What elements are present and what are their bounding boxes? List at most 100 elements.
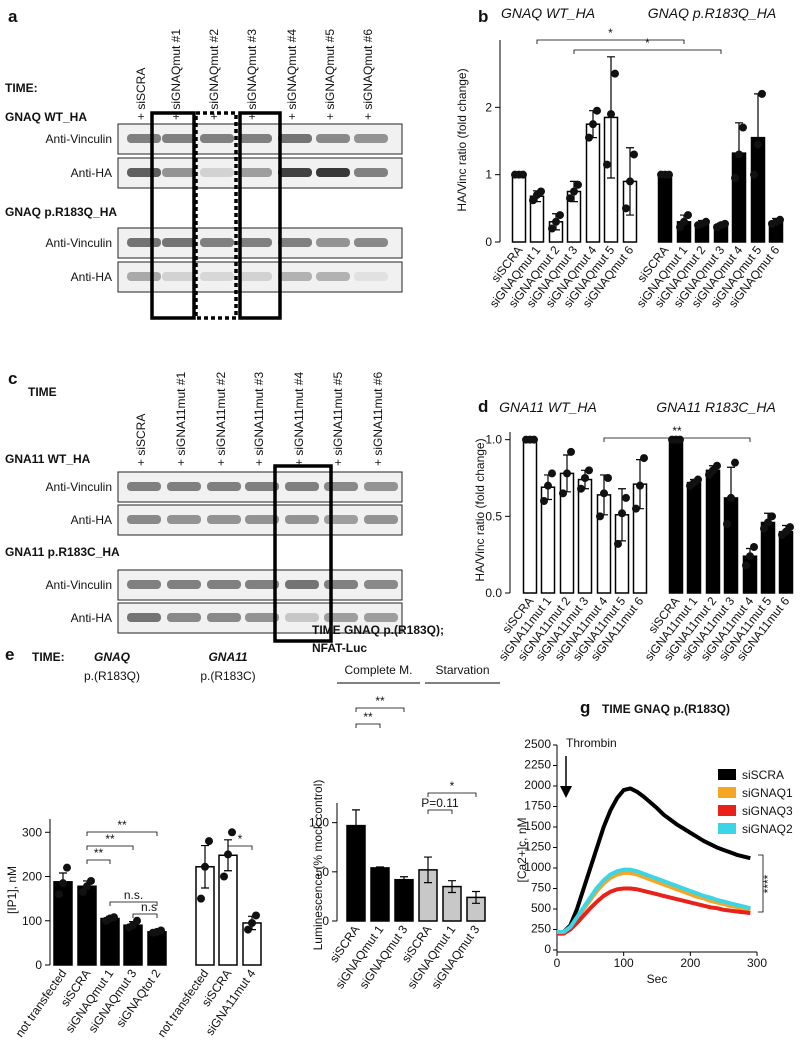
y-axis-label: HA/Vinc ratio (fold change) — [473, 438, 487, 581]
blot-band — [162, 168, 196, 177]
legend-label: siGNAQ3 — [742, 804, 793, 818]
antibody-label: Anti-HA — [71, 611, 112, 625]
blot-band — [200, 134, 234, 143]
y-tick-label: 1.0 — [485, 433, 502, 447]
data-point — [537, 187, 545, 196]
antibody-label: Anti-HA — [71, 513, 112, 527]
significance-bracket — [603, 437, 751, 442]
data-point — [694, 475, 702, 484]
bar — [577, 478, 593, 594]
blot-band — [364, 613, 398, 622]
blot-band — [162, 134, 196, 143]
data-point — [636, 481, 644, 490]
data-point — [593, 106, 601, 115]
data-point — [731, 458, 739, 467]
blot-band — [127, 482, 161, 491]
blot-band — [127, 134, 161, 143]
data-point — [530, 435, 538, 444]
data-point — [727, 493, 735, 502]
group-label: Starvation — [435, 663, 489, 677]
blot-band — [238, 168, 272, 177]
blot-band — [364, 580, 398, 589]
data-point — [581, 474, 589, 482]
time-label: TIME: — [5, 81, 38, 95]
error-bar — [472, 890, 480, 904]
blot-band — [354, 272, 388, 281]
blot-band — [238, 272, 272, 281]
data-point — [607, 110, 615, 119]
significance-label: ** — [375, 694, 385, 708]
blot-band — [127, 272, 161, 281]
bar — [147, 931, 167, 966]
x-tick-label: 100 — [614, 956, 634, 970]
y-tick-label: 1000 — [524, 860, 551, 874]
bar — [77, 885, 97, 966]
data-point — [758, 89, 766, 98]
significance-label: ** — [672, 424, 682, 438]
antibody-label: Anti-Vinculin — [46, 236, 112, 250]
data-point — [614, 539, 622, 548]
y-tick-label: 300 — [22, 825, 42, 839]
blot-band — [127, 168, 161, 177]
lane-label: + siGNA11mut #4 — [292, 372, 306, 466]
blot-panel — [117, 504, 403, 536]
lane-label: + siGNA11mut #5 — [331, 372, 345, 466]
chart-title: TIME GNAQ p.(R183Q); — [312, 623, 444, 637]
significance-label: * — [645, 36, 650, 50]
significance-bracket — [86, 859, 111, 864]
error-bar — [376, 866, 384, 870]
data-point — [768, 512, 776, 521]
data-point — [735, 150, 743, 159]
blot-band — [200, 168, 234, 177]
legend-swatch — [718, 769, 736, 780]
significance-bracket — [355, 723, 381, 728]
data-point — [244, 925, 252, 934]
y-axis-label: [Ca2+]c, nM — [515, 817, 529, 882]
data-point — [640, 454, 648, 463]
bar — [686, 481, 702, 594]
data-point — [205, 837, 213, 846]
data-point — [776, 215, 784, 224]
lane-label: + siGNAQmut #1 — [169, 29, 183, 120]
panel-label: e — [5, 645, 14, 664]
significance-bracket — [536, 39, 685, 44]
highlight-box — [238, 111, 282, 320]
highlight-box — [273, 464, 333, 643]
blot-band — [207, 613, 241, 622]
blot-band — [238, 238, 272, 247]
significance-bracket — [132, 913, 158, 918]
lane-label: + siGNA11mut #3 — [252, 372, 266, 466]
blot-band — [127, 238, 161, 247]
lane-label: + siGNAQmut #6 — [361, 29, 375, 120]
panel-label: a — [8, 7, 18, 26]
group-label: Complete M. — [344, 663, 412, 677]
data-point — [577, 484, 585, 493]
significance-bracket — [86, 831, 158, 836]
series-header: GNA11 R183C_HA — [656, 399, 776, 415]
y-tick-label: 200 — [22, 870, 42, 884]
blot-band — [167, 482, 201, 491]
lane-label: + siGNAQmut #2 — [207, 29, 221, 120]
chart-title: TIME GNAQ p.(R183Q) — [602, 702, 730, 716]
lane-label: + siGNAQmut #4 — [285, 29, 299, 120]
blot-band — [167, 580, 201, 589]
series-header: GNAQ WT_HA — [501, 5, 595, 21]
y-tick-label: 1250 — [524, 840, 551, 854]
y-tick-label: 2 — [485, 100, 492, 114]
data-point — [201, 862, 209, 871]
blot-band — [285, 613, 319, 622]
data-point — [548, 224, 556, 233]
blot-band — [207, 482, 241, 491]
blot-band — [162, 238, 196, 247]
data-point — [63, 863, 71, 872]
legend-label: siSCRA — [742, 768, 784, 782]
blot-section-title: GNA11 WT_HA — [5, 452, 91, 466]
significance-label: ** — [105, 832, 115, 846]
data-point — [632, 504, 640, 513]
legend-label: siGNAQ2 — [742, 822, 793, 836]
y-tick-label: 0.5 — [485, 509, 502, 523]
data-point — [611, 69, 619, 78]
data-point — [742, 561, 750, 570]
y-tick-label: 0 — [485, 235, 492, 249]
